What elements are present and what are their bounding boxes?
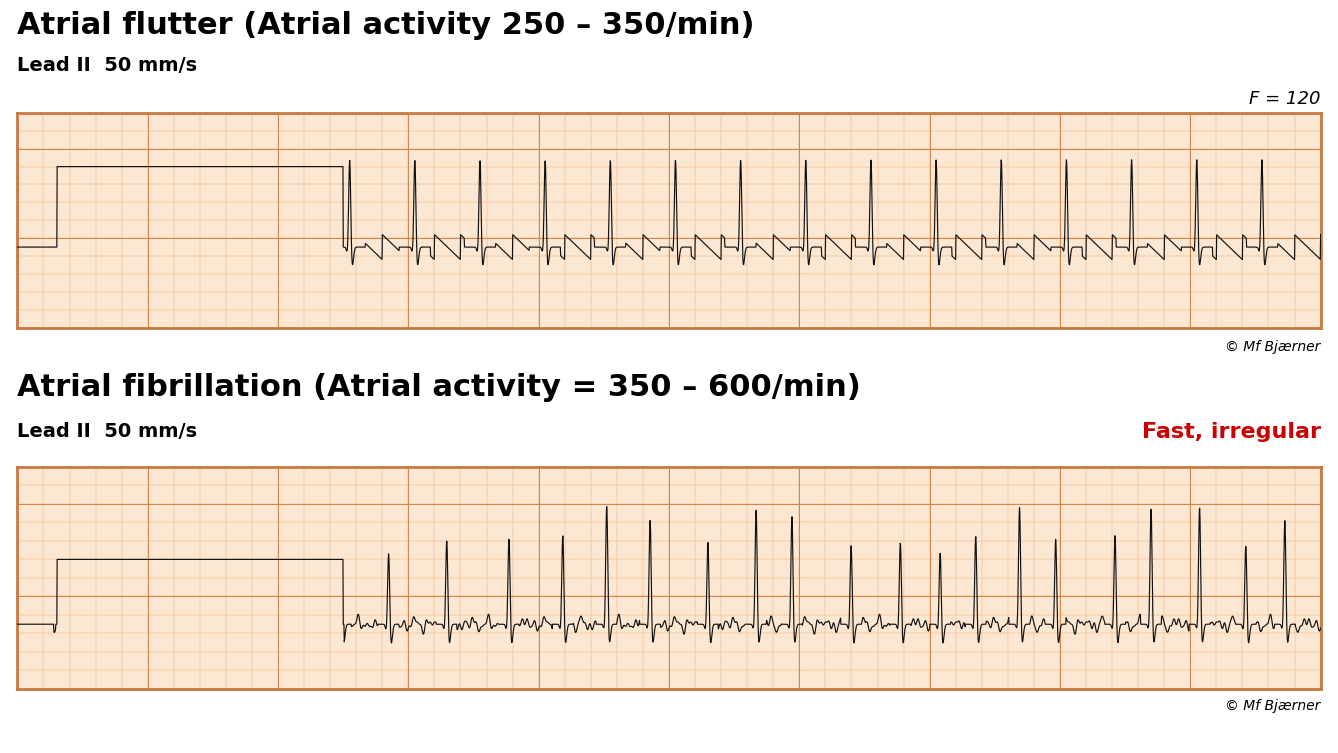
Text: F = 120: F = 120 — [1250, 90, 1321, 108]
Text: Atrial flutter (Atrial activity 250 – 350/min): Atrial flutter (Atrial activity 250 – 35… — [17, 11, 755, 41]
Text: Lead II  50 mm/s: Lead II 50 mm/s — [17, 422, 198, 441]
Text: © Mf Bjærner: © Mf Bjærner — [1226, 699, 1321, 713]
Text: Atrial fibrillation (Atrial activity = 350 – 600/min): Atrial fibrillation (Atrial activity = 3… — [17, 373, 862, 402]
Text: Fast, irregular: Fast, irregular — [1141, 422, 1321, 442]
Text: Lead II  50 mm/s: Lead II 50 mm/s — [17, 56, 198, 75]
Text: © Mf Bjærner: © Mf Bjærner — [1226, 340, 1321, 355]
